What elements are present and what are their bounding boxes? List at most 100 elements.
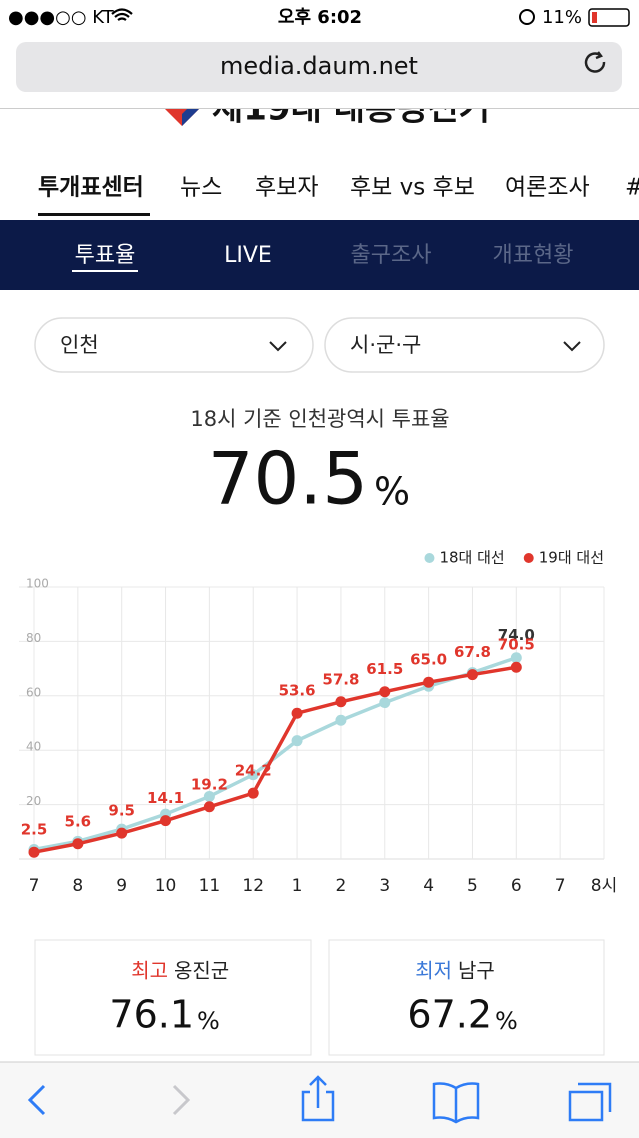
data-point	[116, 827, 128, 839]
subtab-underline	[72, 270, 138, 272]
x-tick-label: 1	[292, 876, 303, 896]
tab-underline	[38, 213, 150, 216]
x-tick-label: 2	[336, 876, 347, 896]
tabs-button[interactable]	[568, 1082, 612, 1122]
tab[interactable]: 뉴스	[180, 175, 222, 201]
x-tick-label: 4	[423, 876, 434, 896]
x-tick-label: 9	[116, 876, 127, 896]
data-label: 57.8	[322, 670, 359, 688]
x-tick-label: 11	[199, 876, 221, 896]
chevron	[563, 341, 581, 352]
logo-text: 제19대 대통령선거	[212, 89, 490, 129]
data-point	[423, 676, 435, 688]
data-label: 5.6	[65, 812, 92, 830]
x-tick-label: 12	[242, 876, 264, 896]
data-label: 19.2	[191, 775, 228, 793]
logo-mark	[182, 109, 199, 126]
x-tick-label: 5	[467, 876, 478, 896]
select-label: 시·군·구	[350, 333, 421, 357]
carrier: ●●●○○ KT	[8, 7, 115, 28]
data-label: 24.2	[235, 762, 272, 780]
series-line	[33, 656, 517, 852]
data-label: 2.5	[21, 821, 48, 839]
subtab[interactable]: 출구조사	[351, 243, 432, 268]
select-label: 인천	[60, 333, 99, 357]
data-label: 53.6	[279, 682, 316, 700]
bookmarks-button[interactable]	[432, 1082, 480, 1124]
share-button[interactable]	[301, 1075, 335, 1122]
card-label: 옹진군	[174, 959, 229, 983]
select-region[interactable]	[34, 317, 314, 373]
data-label: 9.5	[108, 802, 135, 820]
subtab-bar	[0, 220, 639, 290]
chevron	[269, 341, 287, 352]
data-point	[203, 801, 215, 813]
subtab[interactable]: 개표현황	[493, 243, 574, 268]
summary-value: 70.5	[208, 437, 368, 521]
card	[34, 939, 312, 1056]
data-point	[28, 846, 40, 858]
y-tick-label: 40	[26, 740, 41, 754]
subtabs: 투표율 LIVE 출구조사 개표현황	[75, 243, 574, 268]
tab[interactable]: 후보자	[255, 175, 318, 201]
battery-text: 11%	[542, 7, 582, 28]
x-tick-label: 3	[379, 876, 390, 896]
data-point	[510, 661, 522, 673]
clock: 오후 6:02	[278, 7, 362, 28]
data-point	[510, 652, 522, 664]
data-point	[291, 707, 303, 719]
card-accent: 최저	[415, 959, 452, 983]
card-accent: 최고	[131, 959, 168, 983]
forward-button[interactable]	[172, 1084, 191, 1116]
url-bar[interactable]	[16, 42, 622, 92]
card-label: 남구	[458, 959, 495, 983]
select-district[interactable]	[324, 317, 605, 373]
subtab[interactable]: 투표율	[75, 243, 136, 268]
data-point	[335, 696, 347, 708]
tab[interactable]: 여론조사	[505, 175, 590, 201]
card	[328, 939, 605, 1056]
card-value: 76.1	[109, 993, 194, 1037]
reload-icon[interactable]	[584, 51, 606, 73]
card-unit: %	[197, 1007, 220, 1035]
data-point	[247, 769, 259, 781]
data-label: 74.0	[498, 626, 535, 644]
x-tick-label: 10	[155, 876, 177, 896]
data-label: 65.0	[410, 651, 447, 669]
card-unit: %	[495, 1007, 518, 1035]
data-label: 61.5	[366, 660, 403, 678]
subtab[interactable]: LIVE	[224, 243, 272, 268]
data-point	[379, 686, 391, 698]
y-tick-label: 100	[26, 577, 49, 591]
x-tick-label: 8시	[591, 876, 617, 896]
data-label: 14.1	[147, 789, 184, 807]
tab[interactable]: #	[625, 175, 639, 201]
tab[interactable]: 투개표센터	[38, 175, 144, 201]
summary-unit: %	[374, 470, 410, 514]
x-tick-label: 6	[511, 876, 522, 896]
y-tick-label: 60	[26, 685, 41, 699]
lock-icon	[519, 9, 535, 25]
data-point	[291, 735, 303, 747]
legend-swatch	[424, 553, 435, 563]
wifi-icon	[111, 8, 133, 21]
x-tick-label: 7	[29, 876, 40, 896]
legend-label: 19대 대선	[539, 549, 604, 567]
data-point	[247, 787, 259, 799]
battery-level	[592, 12, 597, 23]
back-button[interactable]	[27, 1084, 46, 1116]
series-line	[33, 665, 517, 854]
summary-caption: 18시 기준 인천광역시 투표율	[190, 407, 449, 431]
data-point	[335, 714, 347, 726]
data-point	[466, 669, 478, 681]
data-point	[379, 697, 391, 709]
logo: 제19대 대통령선거	[165, 89, 490, 129]
url: media.daum.net	[220, 52, 418, 80]
data-label: 70.5	[498, 636, 535, 654]
tab[interactable]: 후보 vs 후보	[350, 175, 475, 201]
data-point	[72, 838, 84, 850]
toolbar	[0, 1062, 639, 1138]
legend-swatch	[523, 553, 534, 563]
